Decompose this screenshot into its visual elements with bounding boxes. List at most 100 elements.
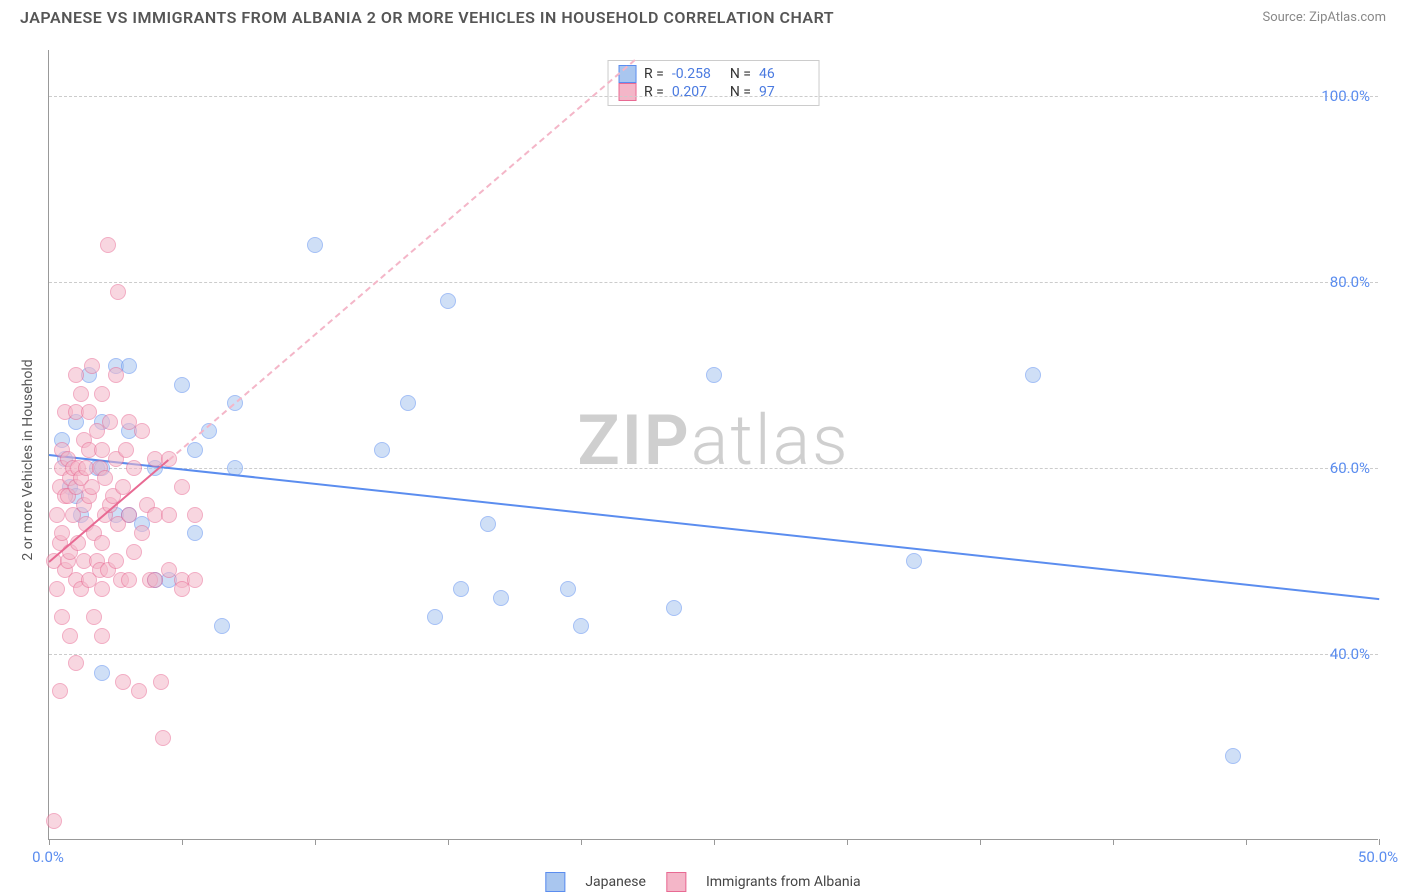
data-point xyxy=(126,460,142,476)
data-point xyxy=(187,525,203,541)
data-point xyxy=(493,590,509,606)
chart-container: 2 or more Vehicles in Household ZIPatlas… xyxy=(0,40,1406,892)
stats-box: R = -0.258 N = 46 R = 0.207 N = 97 xyxy=(607,60,820,106)
data-point xyxy=(52,683,68,699)
data-point xyxy=(174,377,190,393)
data-point xyxy=(1025,367,1041,383)
data-point xyxy=(174,479,190,495)
data-point xyxy=(187,442,203,458)
data-point xyxy=(214,618,230,634)
trend-line xyxy=(49,454,1379,600)
data-point xyxy=(100,237,116,253)
y-tick-label: 60.0% xyxy=(1330,459,1370,477)
y-tick-label: 40.0% xyxy=(1330,645,1370,663)
data-point xyxy=(121,572,137,588)
data-point xyxy=(49,507,65,523)
x-tick-label: 0.0% xyxy=(32,848,64,866)
data-point xyxy=(706,367,722,383)
data-point xyxy=(440,293,456,309)
data-point xyxy=(307,237,323,253)
data-point xyxy=(81,404,97,420)
bottom-legend: Japanese Immigrants from Albania xyxy=(545,872,860,892)
data-point xyxy=(400,395,416,411)
data-point xyxy=(73,386,89,402)
data-point xyxy=(453,581,469,597)
data-point xyxy=(108,553,124,569)
source-attribution: Source: ZipAtlas.com xyxy=(1262,10,1386,25)
x-tick xyxy=(448,839,449,845)
data-point xyxy=(666,600,682,616)
data-point xyxy=(134,423,150,439)
stat-r-value: -0.258 xyxy=(672,66,722,82)
y-tick-label: 100.0% xyxy=(1321,87,1370,105)
data-point xyxy=(906,553,922,569)
data-point xyxy=(115,674,131,690)
stat-n-value: 46 xyxy=(759,66,809,82)
y-tick-label: 80.0% xyxy=(1330,273,1370,291)
data-point xyxy=(97,470,113,486)
data-point xyxy=(134,525,150,541)
x-tick xyxy=(980,839,981,845)
data-point xyxy=(46,813,62,829)
data-point xyxy=(110,284,126,300)
data-point xyxy=(84,358,100,374)
x-tick xyxy=(1246,839,1247,845)
legend-swatch xyxy=(666,872,686,892)
data-point xyxy=(155,730,171,746)
gridline xyxy=(49,654,1378,655)
x-tick xyxy=(1379,839,1380,845)
data-point xyxy=(480,516,496,532)
legend-swatch xyxy=(545,872,565,892)
chart-title: JAPANESE VS IMMIGRANTS FROM ALBANIA 2 OR… xyxy=(20,8,834,27)
data-point xyxy=(108,367,124,383)
data-point xyxy=(187,507,203,523)
x-tick xyxy=(182,839,183,845)
x-tick xyxy=(1113,839,1114,845)
data-point xyxy=(49,581,65,597)
data-point xyxy=(560,581,576,597)
stat-n-value: 97 xyxy=(759,84,809,100)
x-tick xyxy=(714,839,715,845)
data-point xyxy=(126,544,142,560)
data-point xyxy=(94,535,110,551)
data-point xyxy=(62,628,78,644)
stat-r-value: 0.207 xyxy=(672,84,722,100)
data-point xyxy=(427,609,443,625)
gridline xyxy=(49,468,1378,469)
stat-r-label: R = xyxy=(644,84,664,100)
data-point xyxy=(121,507,137,523)
x-tick xyxy=(49,839,50,845)
data-point xyxy=(374,442,390,458)
data-point xyxy=(131,683,147,699)
data-point xyxy=(121,358,137,374)
data-point xyxy=(94,628,110,644)
data-point xyxy=(573,618,589,634)
data-point xyxy=(54,609,70,625)
y-axis-label: 2 or more Vehicles in Household xyxy=(20,359,36,560)
data-point xyxy=(1225,748,1241,764)
gridline xyxy=(49,282,1378,283)
plot-area: ZIPatlas R =-0.258N =46R = 0.207N =97 40… xyxy=(48,50,1378,840)
stat-n-label: N = xyxy=(730,84,751,100)
data-point xyxy=(94,386,110,402)
x-tick xyxy=(315,839,316,845)
data-point xyxy=(118,442,134,458)
stats-row: R = -0.258 N = 46 xyxy=(618,65,809,83)
data-point xyxy=(54,525,70,541)
data-point xyxy=(68,367,84,383)
stat-r-label: R = xyxy=(644,66,664,82)
legend-swatch xyxy=(618,83,636,101)
legend-label: Japanese xyxy=(585,874,646,890)
x-tick xyxy=(581,839,582,845)
data-point xyxy=(68,655,84,671)
legend-label: Immigrants from Albania xyxy=(706,874,861,890)
data-point xyxy=(187,572,203,588)
x-tick xyxy=(847,839,848,845)
data-point xyxy=(86,609,102,625)
stats-row: R = 0.207 N = 97 xyxy=(618,83,809,101)
data-point xyxy=(161,507,177,523)
title-bar: JAPANESE VS IMMIGRANTS FROM ALBANIA 2 OR… xyxy=(0,0,1406,31)
x-tick-label: 50.0% xyxy=(1358,848,1398,866)
stat-n-label: N = xyxy=(730,66,751,82)
gridline xyxy=(49,96,1378,97)
